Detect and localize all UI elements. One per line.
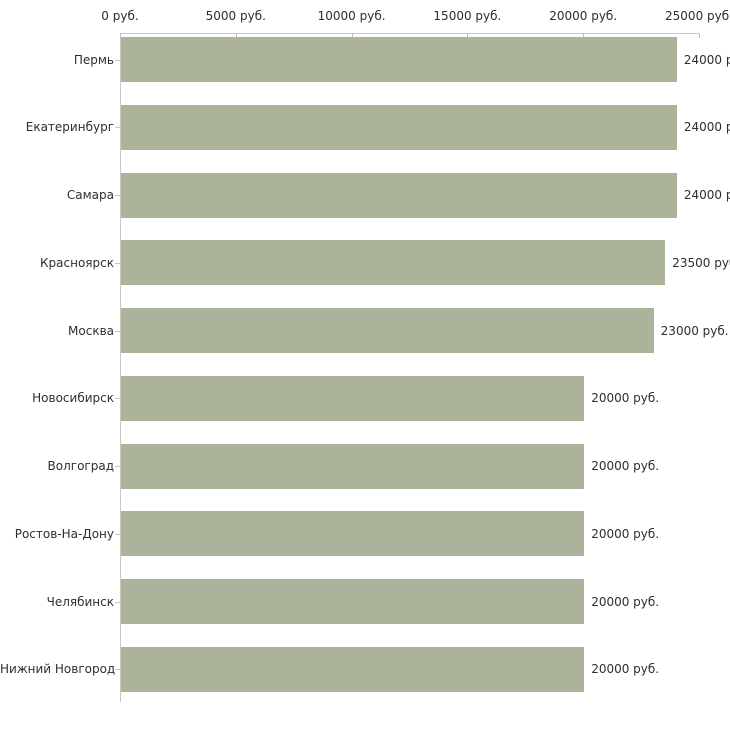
value-label: 20000 руб. — [591, 662, 660, 677]
value-label: 20000 руб. — [591, 459, 660, 473]
x-axis-tick-mark — [351, 33, 353, 38]
category-label: Москва — [68, 323, 114, 338]
value-label: 24000 руб. — [683, 52, 730, 67]
x-axis-tick-label: 25000 руб. — [665, 9, 730, 23]
y-axis-tick-mark — [115, 533, 120, 535]
y-axis-tick-mark — [115, 330, 120, 332]
y-axis-tick-mark — [115, 466, 120, 467]
bar — [121, 443, 585, 489]
x-axis-tick-label: 20000 руб. — [549, 9, 618, 23]
category-label: Екатеринбург — [25, 120, 114, 135]
y-axis-tick-mark — [115, 195, 120, 196]
bar — [121, 579, 585, 624]
value-label: 23500 руб. — [672, 255, 730, 270]
bar — [121, 240, 666, 286]
x-axis-tick-mark — [583, 33, 585, 38]
bar — [121, 308, 654, 353]
y-axis-tick-mark — [115, 59, 120, 61]
bar — [121, 172, 677, 218]
x-axis-tick-mark — [467, 33, 469, 38]
category-label: Пермь — [73, 52, 114, 67]
x-axis-tick-mark — [120, 33, 121, 38]
y-axis-line — [120, 33, 121, 702]
y-axis-tick-mark — [115, 127, 120, 129]
x-axis-tick-label: 10000 руб. — [317, 9, 386, 23]
y-axis-tick-mark — [115, 669, 120, 671]
y-axis-tick-mark — [115, 601, 120, 603]
bar — [121, 37, 677, 82]
value-label: 20000 руб. — [591, 391, 660, 406]
y-axis-tick-mark — [115, 262, 120, 264]
x-axis-line — [120, 33, 700, 34]
category-label: Новосибирск — [32, 391, 114, 406]
category-label: Нижний Новгород — [0, 662, 116, 677]
x-axis-tick-label: 5000 руб. — [205, 9, 266, 23]
x-axis-tick-label: 0 руб. — [101, 9, 139, 23]
category-label: Ростов-На-Дону — [14, 526, 114, 541]
category-label: Челябинск — [46, 594, 114, 609]
value-label: 20000 руб. — [591, 526, 660, 541]
bar — [121, 646, 585, 692]
value-label: 23000 руб. — [660, 323, 729, 338]
value-label: 24000 руб. — [683, 120, 730, 135]
bar — [121, 511, 585, 557]
category-label: Волгоград — [47, 459, 114, 473]
category-label: Самара — [66, 188, 114, 202]
bar — [121, 375, 585, 421]
x-axis-tick-label: 15000 руб. — [433, 9, 502, 23]
value-label: 24000 руб. — [683, 188, 730, 202]
x-axis-tick-mark — [235, 33, 237, 38]
category-label: Красноярск — [40, 255, 114, 270]
value-label: 20000 руб. — [591, 594, 660, 609]
x-axis-tick-mark — [699, 33, 700, 38]
bar — [121, 104, 677, 150]
y-axis-tick-mark — [115, 398, 120, 400]
